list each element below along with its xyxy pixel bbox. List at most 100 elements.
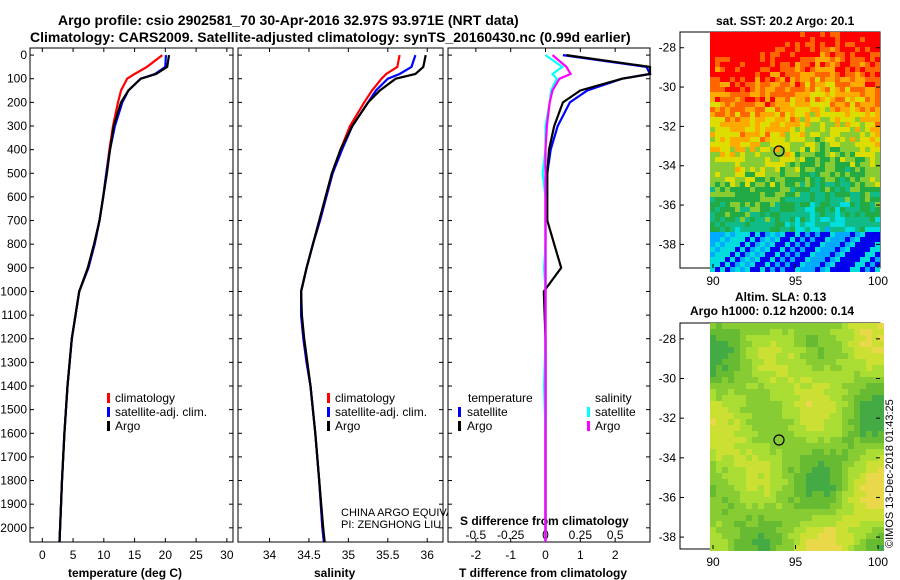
sst-cell bbox=[720, 42, 725, 47]
sst-cell bbox=[800, 77, 805, 82]
sla-cell bbox=[866, 521, 872, 527]
sla-cell bbox=[848, 383, 854, 389]
sla-cell bbox=[746, 503, 752, 509]
sst-cell bbox=[850, 122, 855, 127]
lat-tick-label: -30 bbox=[659, 372, 677, 386]
sla-cell bbox=[878, 413, 884, 419]
sst-cell bbox=[745, 152, 750, 157]
sla-cell bbox=[740, 533, 746, 539]
sla-cell bbox=[728, 341, 734, 347]
sst-cell bbox=[800, 237, 805, 242]
sla-cell bbox=[806, 401, 812, 407]
sst-cell bbox=[745, 252, 750, 257]
sst-cell bbox=[795, 247, 800, 252]
sst-cell bbox=[780, 232, 785, 237]
sst-cell bbox=[745, 157, 750, 162]
sst-cell bbox=[765, 77, 770, 82]
sla-cell bbox=[758, 407, 764, 413]
sst-cell bbox=[850, 212, 855, 217]
sla-cell bbox=[788, 503, 794, 509]
sst-cell bbox=[715, 217, 720, 222]
sst-cell bbox=[850, 227, 855, 232]
sst-cell bbox=[735, 212, 740, 217]
sst-cell bbox=[765, 132, 770, 137]
sst-cell bbox=[805, 142, 810, 147]
sst-cell bbox=[745, 227, 750, 232]
sst-cell bbox=[735, 257, 740, 262]
sst-cell bbox=[870, 32, 875, 37]
sst-cell bbox=[800, 172, 805, 177]
sst-cell bbox=[865, 32, 870, 37]
sst-cell bbox=[850, 237, 855, 242]
sst-cell bbox=[815, 182, 820, 187]
sla-cell bbox=[758, 419, 764, 425]
sst-cell bbox=[740, 42, 745, 47]
sla-cell bbox=[824, 377, 830, 383]
sla-cell bbox=[752, 443, 758, 449]
sst-cell bbox=[795, 197, 800, 202]
sst-cell bbox=[840, 82, 845, 87]
sst-cell bbox=[850, 37, 855, 42]
sst-cell bbox=[780, 72, 785, 77]
sla-cell bbox=[752, 461, 758, 467]
sst-cell bbox=[855, 77, 860, 82]
sla-cell bbox=[830, 347, 836, 353]
sla-cell bbox=[770, 533, 776, 539]
sla-cell bbox=[770, 395, 776, 401]
sst-cell bbox=[820, 187, 825, 192]
sla-cell bbox=[830, 497, 836, 503]
sst-cell bbox=[780, 117, 785, 122]
sla-cell bbox=[818, 491, 824, 497]
sst-cell bbox=[840, 227, 845, 232]
sst-cell bbox=[795, 57, 800, 62]
sst-cell bbox=[820, 247, 825, 252]
sla-cell bbox=[848, 449, 854, 455]
sst-cell bbox=[800, 252, 805, 257]
sla-cell bbox=[710, 395, 716, 401]
sst-cell bbox=[815, 167, 820, 172]
sst-cell bbox=[720, 97, 725, 102]
sst-cell bbox=[870, 212, 875, 217]
sst-cell bbox=[805, 212, 810, 217]
sla-cell bbox=[788, 347, 794, 353]
sst-cell bbox=[835, 147, 840, 152]
depth-axis: 0100200300400500600700800900100011001200… bbox=[0, 48, 650, 535]
sla-cell bbox=[866, 419, 872, 425]
sla-cell bbox=[752, 383, 758, 389]
sla-cell bbox=[740, 521, 746, 527]
sst-cell bbox=[740, 192, 745, 197]
sst-cell bbox=[820, 82, 825, 87]
sst-cell bbox=[775, 117, 780, 122]
sst-cell bbox=[780, 52, 785, 57]
sst-cell bbox=[870, 107, 875, 112]
sla-cell bbox=[776, 545, 782, 551]
sst-cell bbox=[825, 137, 830, 142]
sla-cell bbox=[806, 521, 812, 527]
sst-cell bbox=[815, 262, 820, 267]
sst-cell bbox=[800, 97, 805, 102]
sst-cell bbox=[755, 237, 760, 242]
sla-cell bbox=[818, 365, 824, 371]
sst-cell bbox=[745, 162, 750, 167]
sst-cell bbox=[750, 92, 755, 97]
sla-cell bbox=[878, 485, 884, 491]
s-diff-tick-label: 0.25 bbox=[569, 528, 593, 542]
sst-cell bbox=[860, 102, 865, 107]
owner-line-1: CHINA ARGO EQUIVALENT bbox=[341, 507, 482, 519]
sla-map-panel: Altim. SLA: 0.13 Argo h1000: 0.12 h2000:… bbox=[659, 290, 889, 569]
sla-cell bbox=[842, 413, 848, 419]
sst-cell bbox=[820, 207, 825, 212]
sst-cell bbox=[760, 82, 765, 87]
sst-cell bbox=[850, 157, 855, 162]
sst-cell bbox=[785, 232, 790, 237]
sla-cell bbox=[872, 341, 878, 347]
sla-cell bbox=[848, 431, 854, 437]
sst-cell bbox=[790, 32, 795, 37]
sst-cell bbox=[875, 47, 880, 52]
sla-cell bbox=[752, 329, 758, 335]
sal-legend-argo: Argo bbox=[335, 419, 361, 433]
sst-cell bbox=[835, 182, 840, 187]
sla-cell bbox=[848, 365, 854, 371]
sst-cell bbox=[860, 32, 865, 37]
sst-cell bbox=[840, 57, 845, 62]
